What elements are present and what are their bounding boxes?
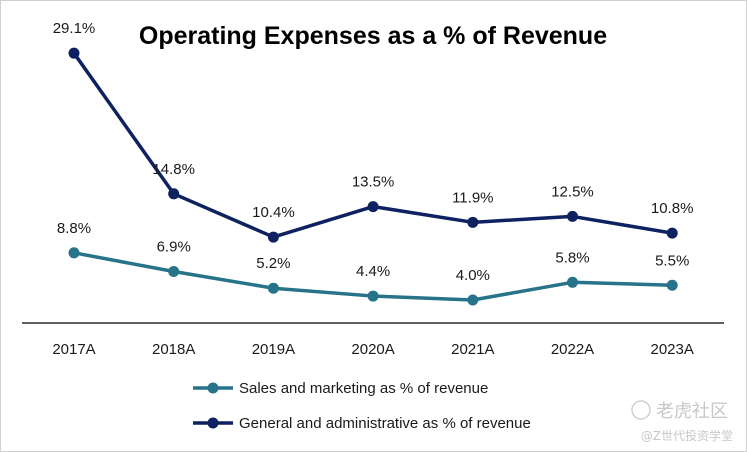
point-sales-marketing-2017a	[68, 247, 80, 259]
data-label-general-admin-2019a: 10.4%	[252, 204, 295, 221]
point-sales-marketing-2020a	[367, 290, 379, 302]
legend-label-general-admin: General and administrative as % of reven…	[239, 415, 531, 432]
chart-title: Operating Expenses as a % of Revenue	[139, 22, 607, 50]
point-general-admin-2021a	[467, 216, 479, 228]
x-tick-label-2023a: 2023A	[651, 341, 694, 358]
point-general-admin-2018a	[168, 188, 180, 200]
data-label-sales-marketing-2017a: 8.8%	[57, 220, 91, 237]
data-labels: 8.8% 6.9% 5.2% 4.4% 4.0% 5.8% 5.5% 29.1% 14.8% 10…	[53, 20, 694, 284]
data-label-general-admin-2020a: 13.5%	[352, 174, 395, 191]
x-tick-label-2021a: 2021A	[451, 341, 494, 358]
point-general-admin-2017a	[68, 47, 80, 59]
data-label-sales-marketing-2019a: 5.2%	[256, 255, 290, 272]
point-general-admin-2020a	[367, 201, 379, 213]
watermark-handle: @Z世代投资学堂	[641, 428, 733, 443]
legend-marker-general-admin	[207, 417, 219, 429]
legend-label-sales-marketing: Sales and marketing as % of revenue	[239, 380, 488, 397]
point-general-admin-2019a	[267, 231, 279, 243]
watermark-brand: 老虎社区	[656, 401, 728, 422]
data-label-general-admin-2021a: 11.9%	[452, 189, 493, 206]
data-label-sales-marketing-2022a: 5.8%	[555, 249, 589, 266]
x-tick-label-2019a: 2019A	[252, 341, 295, 358]
point-general-admin-2023a	[666, 227, 678, 239]
watermark-logo-icon	[631, 400, 651, 420]
x-tick-label-2018a: 2018A	[152, 341, 195, 358]
point-sales-marketing-2019a	[267, 282, 279, 294]
point-general-admin-2022a	[567, 210, 578, 222]
data-label-general-admin-2022a: 12.5%	[551, 183, 594, 200]
data-label-sales-marketing-2018a: 6.9%	[157, 238, 191, 255]
series-layer	[68, 47, 678, 306]
x-axis-ticks: 2017A 2018A 2019A 2020A 2021A 2022A 2023A	[52, 341, 694, 358]
x-tick-label-2017a: 2017A	[52, 341, 95, 358]
point-sales-marketing-2021a	[467, 294, 479, 306]
point-sales-marketing-2022a	[567, 276, 578, 288]
data-label-sales-marketing-2023a: 5.5%	[655, 252, 689, 269]
data-label-sales-marketing-2021a: 4.0%	[456, 267, 490, 284]
point-sales-marketing-2023a	[666, 279, 678, 291]
x-tick-label-2020a: 2020A	[351, 341, 394, 358]
legend: Sales and marketing as % of revenue Gener…	[193, 380, 531, 432]
data-label-sales-marketing-2020a: 4.4%	[356, 263, 390, 280]
data-label-general-admin-2017a: 29.1%	[53, 20, 96, 37]
data-label-general-admin-2023a: 10.8%	[651, 200, 694, 217]
legend-marker-sales-marketing	[207, 382, 219, 394]
x-tick-label-2022a: 2022A	[551, 341, 594, 358]
point-sales-marketing-2018a	[168, 265, 180, 277]
data-label-general-admin-2018a: 14.8%	[152, 161, 195, 178]
watermark: 老虎社区 @Z世代投资学堂	[631, 400, 733, 443]
